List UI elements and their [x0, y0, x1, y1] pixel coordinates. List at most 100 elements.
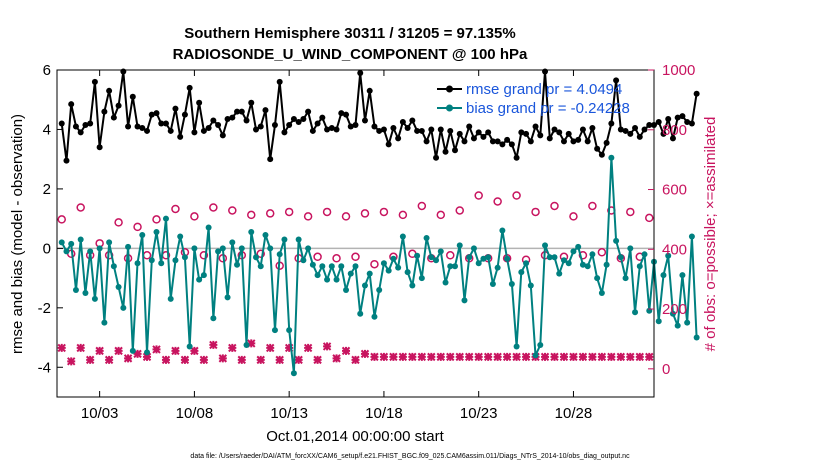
rmse-point	[82, 121, 89, 128]
bias-point	[452, 263, 458, 270]
rmse-point	[347, 123, 354, 130]
rmse-point	[357, 69, 364, 76]
rmse-point	[494, 138, 501, 145]
rmse-point	[281, 129, 288, 136]
bias-point	[575, 243, 582, 250]
rmse-point	[58, 120, 65, 127]
rmse-point	[433, 154, 440, 161]
rmse-point	[253, 126, 259, 133]
obs-assimilated-point	[209, 340, 218, 350]
bias-point	[68, 240, 75, 247]
rmse-point	[196, 99, 203, 106]
rmse-point	[144, 127, 151, 134]
obs-assimilated-point	[114, 346, 123, 356]
rmse-point	[205, 124, 212, 131]
rmse-point	[96, 144, 103, 151]
rmse-point	[603, 139, 610, 146]
bias-point	[215, 248, 222, 255]
rmse-point	[499, 141, 506, 148]
obs-assimilated-point	[559, 352, 569, 362]
rmse-point	[480, 133, 487, 140]
obs-assimilated-point	[645, 352, 654, 362]
rmse-point	[125, 123, 132, 130]
obs-assimilated-point	[256, 355, 265, 365]
rmse-point	[565, 130, 572, 137]
rmse-point	[72, 123, 79, 130]
rmse-point	[622, 127, 629, 134]
bias-point	[314, 272, 321, 279]
rmse-point	[452, 147, 458, 154]
bias-point	[333, 276, 340, 283]
bias-point	[537, 341, 544, 348]
bias-point	[139, 231, 146, 238]
rmse-point	[518, 129, 525, 136]
obs-possible-point	[247, 210, 256, 220]
bias-point	[390, 255, 397, 262]
rmse-point	[693, 90, 700, 97]
bias-point	[665, 252, 672, 259]
bias-point	[584, 263, 591, 270]
bias-point	[480, 255, 487, 262]
bias-point	[191, 245, 198, 252]
rmse-point	[366, 87, 373, 94]
chart-subtitle: RADIOSONDE_U_WIND_COMPONENT @ 100 hPa	[173, 46, 528, 63]
rmse-point	[418, 127, 425, 134]
y-right-tick-label: 0	[662, 361, 670, 378]
rmse-point	[385, 141, 392, 148]
bias-point	[513, 343, 520, 350]
obs-assimilated-point	[398, 352, 408, 362]
rmse-point	[489, 138, 496, 145]
bias-point	[238, 245, 245, 252]
obs-assimilated-point	[57, 343, 66, 353]
obs-assimilated-point	[540, 352, 550, 362]
bias-point	[82, 289, 89, 296]
obs-possible-point	[228, 206, 237, 215]
bias-point	[679, 272, 686, 279]
rmse-point	[608, 120, 615, 127]
obs-assimilated-point	[465, 352, 474, 362]
bias-point	[461, 297, 468, 304]
rmse-point	[447, 127, 454, 134]
bias-point	[120, 304, 127, 311]
bias-point	[200, 272, 207, 279]
rmse-point	[598, 151, 605, 158]
rmse-point	[120, 68, 127, 75]
obs-assimilated-point	[190, 346, 199, 356]
bias-point	[319, 263, 326, 270]
bias-point	[196, 276, 203, 283]
obs-possible-point	[171, 204, 180, 214]
rmse-point	[224, 116, 231, 123]
obs-assimilated-point	[351, 355, 360, 365]
bias-point	[485, 254, 492, 261]
obs-assimilated-point	[502, 352, 512, 362]
y-right-tick-label: 600	[662, 182, 687, 199]
rmse-point	[172, 105, 179, 112]
obs-possible-point	[474, 191, 483, 200]
obs-assimilated-point	[483, 352, 493, 362]
rmse-point	[167, 127, 174, 134]
bias-point	[395, 264, 402, 271]
obs-possible-point	[303, 212, 313, 221]
obs-assimilated-point	[313, 355, 322, 365]
rmse-point	[186, 84, 193, 91]
rmse-point	[575, 136, 582, 143]
legend-bias-marker	[446, 104, 453, 112]
rmse-point	[551, 126, 558, 133]
obs-assimilated-point	[247, 339, 256, 348]
obs-assimilated-point	[607, 352, 616, 362]
footer-data-file: data file: /Users/raeder/DAI/ATM_forcXX/…	[190, 453, 630, 460]
rmse-point	[466, 123, 473, 130]
bias-point	[257, 263, 264, 270]
rmse-point	[77, 129, 84, 136]
obs-assimilated-point	[370, 352, 379, 362]
obs-possible-point	[455, 206, 464, 215]
rmse-point	[338, 110, 345, 117]
obs-possible-point	[190, 212, 199, 221]
obs-assimilated-point	[76, 343, 85, 353]
bias-point	[234, 261, 241, 268]
obs-possible-point	[114, 218, 123, 227]
obs-assimilated-point	[569, 352, 578, 362]
y-tick-label: 0	[43, 240, 51, 257]
obs-assimilated-point	[474, 352, 483, 362]
bias-point	[148, 257, 155, 264]
